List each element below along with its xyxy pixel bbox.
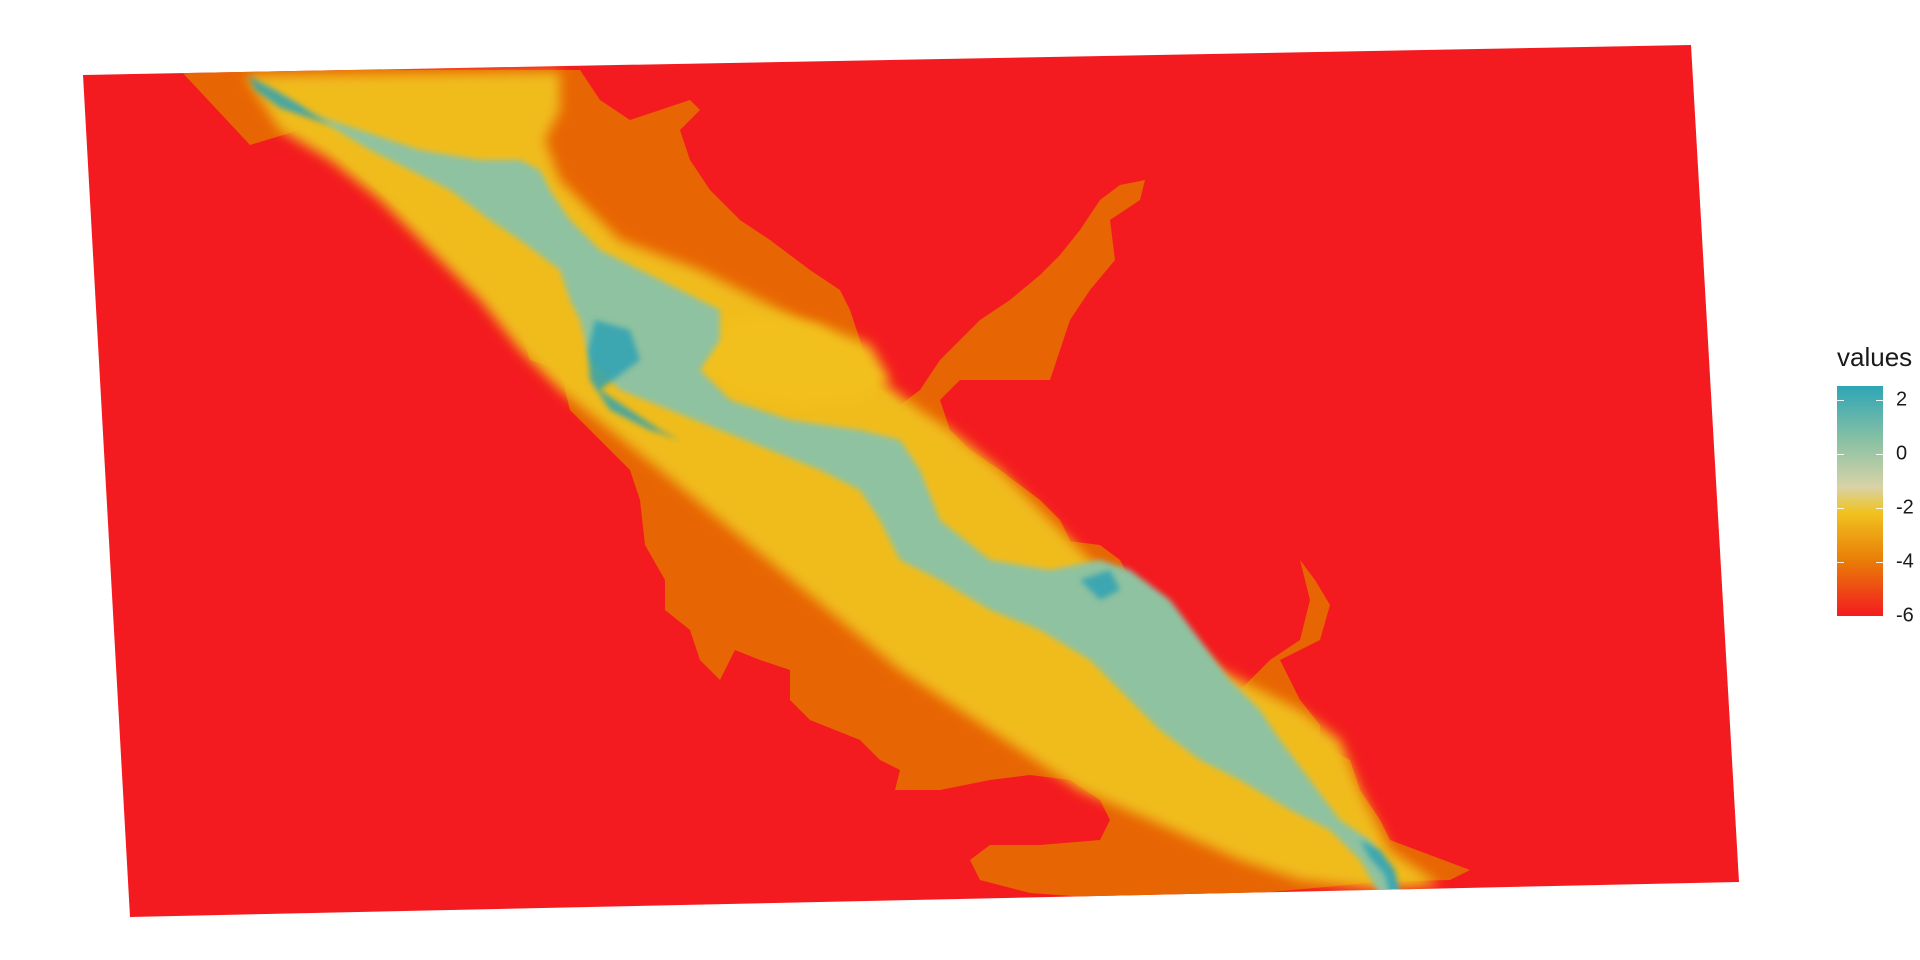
- legend-title: values: [1837, 342, 1913, 372]
- legend-label: -2: [1896, 496, 1914, 519]
- legend-label: -6: [1896, 604, 1914, 627]
- color-legend: values 2 0 -2 -4 -6: [1837, 342, 1920, 642]
- legend-colorbar: [1837, 386, 1883, 617]
- legend-label: 0: [1896, 442, 1908, 465]
- legend-label: -4: [1896, 550, 1914, 573]
- shallow-patch: [700, 315, 890, 405]
- legend-label: 2: [1896, 388, 1908, 411]
